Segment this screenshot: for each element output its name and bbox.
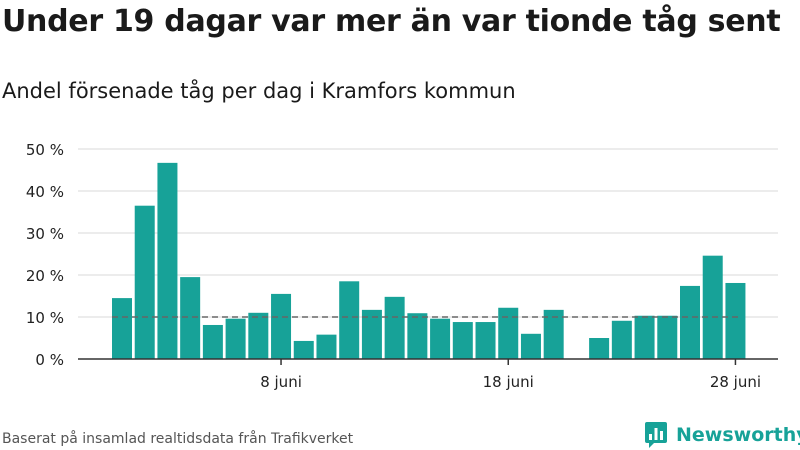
bar xyxy=(611,320,632,359)
bar xyxy=(316,334,337,359)
bar xyxy=(225,318,246,359)
bar xyxy=(339,281,360,359)
y-tick-label: 40 % xyxy=(26,183,64,201)
bar xyxy=(430,318,451,359)
source-note: Baserat på insamlad realtidsdata från Tr… xyxy=(2,431,354,447)
bar xyxy=(657,315,678,359)
bar xyxy=(361,309,382,359)
bar xyxy=(112,298,132,359)
newsworthy-logo-icon xyxy=(645,422,667,448)
bar xyxy=(589,338,610,359)
bar xyxy=(407,313,428,359)
x-tick-label: 8 juni xyxy=(260,373,302,391)
y-tick-label: 0 % xyxy=(35,351,64,369)
bar xyxy=(293,340,314,359)
bar xyxy=(157,162,178,359)
bar xyxy=(475,322,496,359)
chart-title: Under 19 dagar var mer än var tionde tåg… xyxy=(2,4,781,39)
x-tick-label: 18 juni xyxy=(483,373,534,391)
bar xyxy=(180,277,201,359)
bar xyxy=(725,282,746,359)
y-tick-label: 50 % xyxy=(26,141,64,159)
chart-subtitle: Andel försenade tåg per dag i Kramfors k… xyxy=(2,79,516,103)
logo-text: Newsworthy xyxy=(676,424,800,446)
y-tick-label: 10 % xyxy=(26,309,64,327)
bar xyxy=(498,307,519,359)
bar xyxy=(634,315,655,359)
bar xyxy=(702,255,723,359)
bar xyxy=(680,285,700,359)
x-tick-label: 28 juni xyxy=(710,373,761,391)
y-tick-label: 20 % xyxy=(26,267,64,285)
bar xyxy=(543,309,564,359)
y-tick-label: 30 % xyxy=(26,225,64,243)
bar xyxy=(202,324,223,359)
bar xyxy=(384,296,405,359)
bar xyxy=(248,312,269,359)
bar xyxy=(271,293,292,359)
bar xyxy=(520,333,541,359)
bar xyxy=(452,322,473,359)
bar xyxy=(134,205,155,359)
newsworthy-logo: Newsworthy xyxy=(644,421,800,449)
